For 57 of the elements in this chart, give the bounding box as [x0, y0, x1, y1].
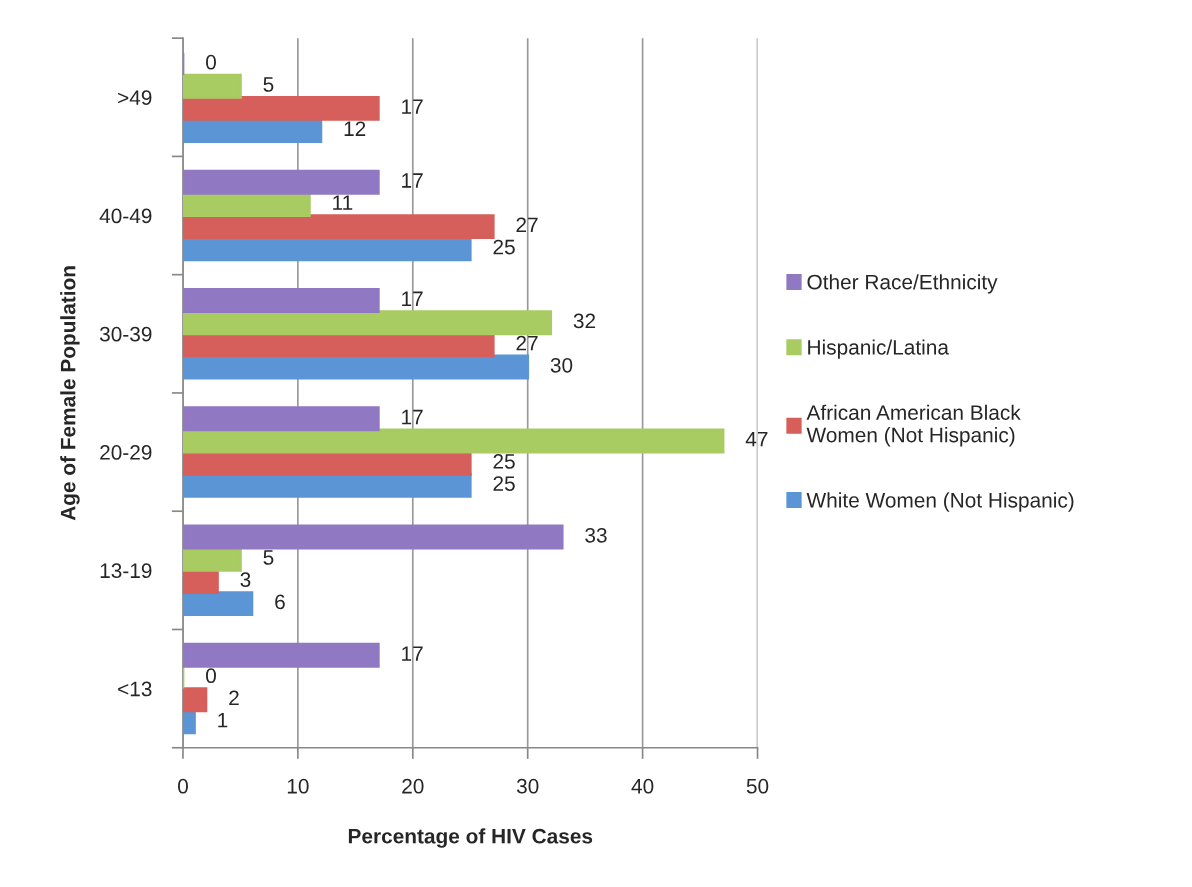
data-label: 0	[206, 54, 216, 70]
data-label: 0	[206, 668, 216, 684]
data-label: 25	[493, 476, 515, 491]
data-label: 11	[333, 195, 353, 210]
bar	[182, 73, 242, 99]
y-tick-label: 20-29	[100, 445, 152, 460]
x-axis-title: Percentage of HIV Cases	[348, 828, 593, 848]
data-label: 33	[585, 527, 607, 543]
data-label: 17	[402, 409, 423, 425]
x-tick-label: 10	[287, 778, 309, 794]
bar	[182, 709, 196, 735]
y-tick-label: 30-39	[99, 326, 152, 342]
bar	[182, 450, 472, 476]
bar	[182, 428, 725, 454]
y-tick-label: >49	[118, 90, 152, 106]
data-label: 17	[402, 646, 423, 661]
data-label: 27	[516, 217, 538, 233]
bar	[182, 687, 208, 713]
data-label: 5	[263, 550, 274, 565]
bar	[182, 288, 380, 314]
legend-label: White Women (Not Hispanic)	[806, 492, 1074, 512]
bar	[182, 591, 254, 617]
data-label: 3	[240, 572, 251, 588]
bar	[182, 214, 495, 240]
y-tick-label: 40-49	[99, 208, 152, 224]
data-label: 25	[493, 239, 515, 255]
data-label: 12	[344, 121, 366, 136]
data-label: 5	[263, 77, 274, 92]
legend-label: Other Race/Ethnicity	[807, 274, 998, 294]
legend-label: Hispanic/Latina	[808, 339, 949, 359]
data-label: 25	[493, 454, 515, 469]
data-label: 30	[550, 357, 573, 373]
x-tick-label: 40	[631, 778, 654, 794]
bar	[182, 406, 380, 432]
data-label: 1	[218, 712, 228, 728]
y-tick-label: 13-19	[100, 563, 152, 579]
data-label: 2	[229, 690, 239, 706]
data-label: 17	[402, 99, 423, 114]
data-label: 27	[516, 335, 538, 351]
legend-label: African American Black Women (Not Hispanic)	[806, 404, 1021, 447]
x-tick-label: 0	[177, 778, 188, 794]
y-axis-title: Age of Female Population	[60, 266, 80, 521]
bar	[182, 169, 380, 195]
data-label: 6	[275, 594, 285, 610]
x-tick-label: 30	[516, 778, 539, 794]
data-label: 17	[402, 173, 423, 188]
bar	[182, 310, 553, 336]
bar	[182, 95, 380, 121]
x-tick-label: 50	[746, 778, 769, 794]
data-label: 47	[745, 432, 768, 447]
data-label: 32	[573, 313, 596, 329]
y-tick-label: <13	[118, 681, 152, 697]
data-label: 17	[402, 291, 423, 306]
x-tick-label: 20	[402, 778, 424, 794]
bar	[182, 354, 530, 380]
bar	[182, 524, 564, 550]
bar	[182, 642, 380, 668]
